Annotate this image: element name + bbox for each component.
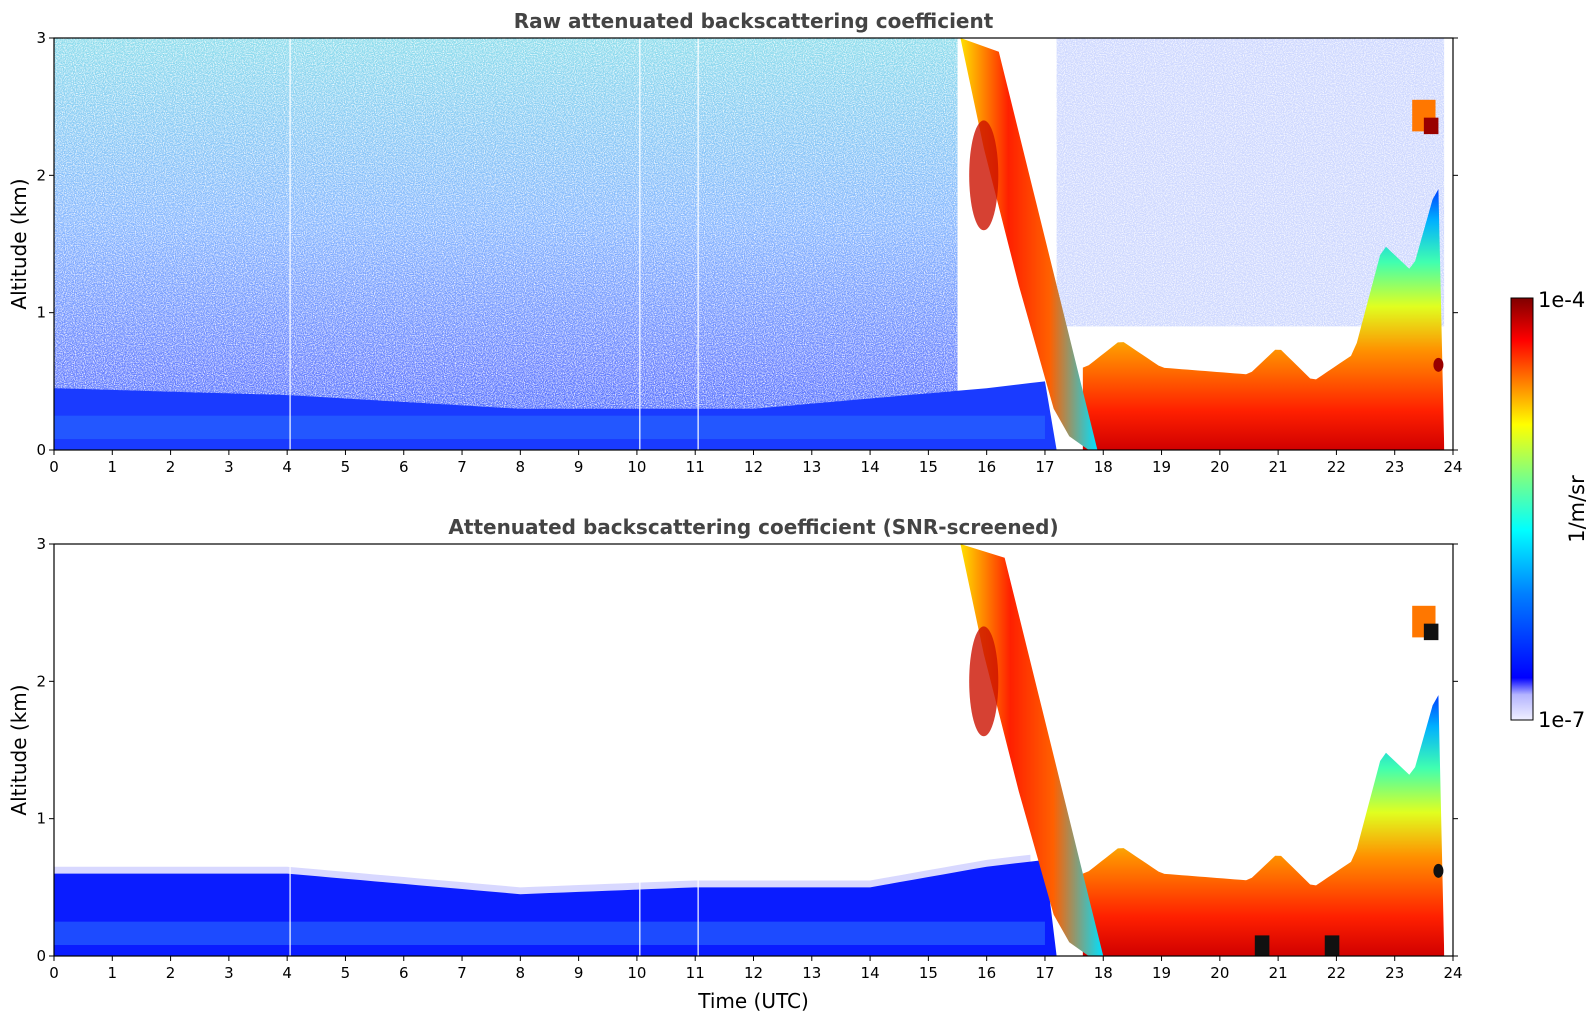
x-tick-label: 16 bbox=[977, 458, 996, 476]
x-tick-label: 12 bbox=[744, 964, 763, 982]
x-tick-label: 23 bbox=[1385, 458, 1404, 476]
x-tick-label: 8 bbox=[516, 458, 526, 476]
panel-raw-heatmap bbox=[54, 38, 1453, 450]
y-tick-label: 0 bbox=[36, 441, 46, 459]
x-tick-label: 23 bbox=[1385, 964, 1404, 982]
x-tick-label: 10 bbox=[627, 964, 646, 982]
boundary-layer bbox=[1082, 189, 1445, 450]
x-tick-label: 15 bbox=[919, 458, 938, 476]
y-tick-label: 1 bbox=[36, 810, 46, 828]
panel-snr-axes: 0 1 2 3 4 5 6 7 8 9 10 11 12 13 14 15 16 17 18 19 20 21 22 23 24… bbox=[36, 535, 1462, 982]
x-tick-label: 9 bbox=[574, 964, 584, 982]
y-tick-label: 3 bbox=[36, 29, 46, 47]
y-tick-label: 2 bbox=[36, 166, 46, 184]
x-tick-label: 6 bbox=[399, 458, 409, 476]
x-tick-label: 6 bbox=[399, 964, 409, 982]
elevated-cloud-core bbox=[1423, 623, 1439, 641]
panel-snr-title: Attenuated backscattering coefficient (S… bbox=[448, 515, 1058, 539]
panel-snr-heatmap bbox=[54, 544, 1453, 956]
x-tick-label: 21 bbox=[1269, 964, 1288, 982]
x-tick-label: 4 bbox=[282, 458, 292, 476]
x-tick-label: 14 bbox=[861, 964, 880, 982]
y-tick-label: 0 bbox=[36, 947, 46, 965]
panel-raw-axes: 0 1 2 3 4 5 6 7 8 9 10 11 12 13 14 15 16 17 18 19 20 21 22 23 24… bbox=[36, 29, 1462, 476]
x-tick-label: 8 bbox=[516, 964, 526, 982]
x-tick-label: 19 bbox=[1152, 964, 1171, 982]
x-tick-label: 9 bbox=[574, 458, 584, 476]
x-tick-label: 22 bbox=[1327, 458, 1346, 476]
x-tick-label: 4 bbox=[282, 964, 292, 982]
y-tick-label: 3 bbox=[36, 535, 46, 553]
x-tick-label: 13 bbox=[802, 964, 821, 982]
panel-snr-xlabel: Time (UTC) bbox=[697, 989, 809, 1013]
x-tick-label: 17 bbox=[1035, 458, 1054, 476]
x-tick-label: 21 bbox=[1269, 458, 1288, 476]
colorbar-unit-label: 1/m/sr bbox=[1565, 475, 1589, 543]
x-tick-label: 11 bbox=[686, 458, 705, 476]
aerosol-core bbox=[54, 415, 1045, 440]
x-tick-label: 5 bbox=[341, 964, 351, 982]
x-tick-label: 7 bbox=[457, 458, 467, 476]
x-tick-label: 0 bbox=[49, 964, 59, 982]
x-tick-label: 14 bbox=[861, 458, 880, 476]
panel-raw-ylabel: Altitude (km) bbox=[7, 178, 31, 309]
x-tick-label: 22 bbox=[1327, 964, 1346, 982]
x-tick-label: 2 bbox=[166, 458, 176, 476]
x-tick-label: 11 bbox=[686, 964, 705, 982]
x-tick-label: 18 bbox=[1094, 964, 1113, 982]
x-tick-label: 10 bbox=[627, 458, 646, 476]
x-tick-label: 12 bbox=[744, 458, 763, 476]
x-tick-label: 3 bbox=[224, 458, 234, 476]
y-tick-label: 1 bbox=[36, 304, 46, 322]
x-tick-label: 3 bbox=[224, 964, 234, 982]
x-tick-label: 5 bbox=[341, 458, 351, 476]
x-tick-label: 16 bbox=[977, 964, 996, 982]
x-tick-label: 15 bbox=[919, 964, 938, 982]
colorbar-gradient bbox=[1510, 297, 1534, 721]
falling-cloud-band bbox=[960, 544, 1104, 956]
x-tick-label: 24 bbox=[1443, 964, 1462, 982]
x-tick-label: 24 bbox=[1443, 458, 1462, 476]
saturated-echo bbox=[1324, 935, 1340, 956]
panel-raw: Raw attenuated backscattering coefficien… bbox=[7, 9, 1463, 476]
panel-raw-title: Raw attenuated backscattering coefficien… bbox=[514, 9, 994, 33]
x-tick-label: 20 bbox=[1210, 458, 1229, 476]
x-tick-label: 19 bbox=[1152, 458, 1171, 476]
aerosol-core bbox=[54, 921, 1045, 946]
x-tick-label: 13 bbox=[802, 458, 821, 476]
y-tick-label: 2 bbox=[36, 672, 46, 690]
x-tick-label: 1 bbox=[108, 458, 118, 476]
cloud-core bbox=[969, 626, 999, 737]
boundary-layer bbox=[1082, 695, 1445, 956]
no-data-region bbox=[1444, 38, 1453, 450]
saturated-echo bbox=[1254, 935, 1270, 956]
x-tick-label: 1 bbox=[108, 964, 118, 982]
x-tick-label: 2 bbox=[166, 964, 176, 982]
panel-snr-ylabel: Altitude (km) bbox=[7, 684, 31, 815]
near-surface-echo bbox=[1433, 863, 1444, 878]
x-tick-label: 7 bbox=[457, 964, 467, 982]
no-data-region bbox=[1444, 544, 1453, 956]
near-surface-echo bbox=[1433, 357, 1444, 372]
elevated-cloud-core bbox=[1423, 117, 1439, 135]
x-tick-label: 17 bbox=[1035, 964, 1054, 982]
x-tick-label: 18 bbox=[1094, 458, 1113, 476]
colorbar-min-label: 1e-7 bbox=[1538, 708, 1585, 732]
cloud-core bbox=[969, 120, 999, 231]
x-tick-label: 0 bbox=[49, 458, 59, 476]
x-tick-label: 20 bbox=[1210, 964, 1229, 982]
colorbar-max-label: 1e-4 bbox=[1538, 288, 1585, 312]
colorbar: 1e-4 1e-7 1/m/sr bbox=[1510, 288, 1589, 732]
panel-snr: Attenuated backscattering coefficient (S… bbox=[7, 515, 1463, 1013]
